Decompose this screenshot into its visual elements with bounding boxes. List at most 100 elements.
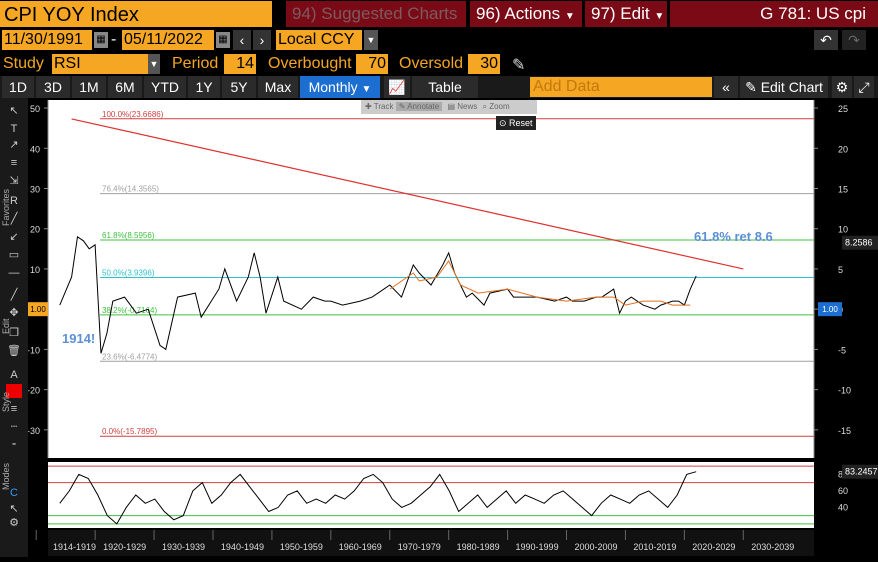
mode-c-icon[interactable]: C (10, 487, 18, 499)
period-field[interactable]: 14 (224, 54, 256, 74)
channel-icon[interactable]: ▭ (8, 249, 20, 261)
frequency-caret-icon: ▼ (361, 84, 372, 95)
left-tool-sidebar: ↖ T ↗ ≡ ⇲ R ╱ ↙ ▭ — ╱ ✥ ❐ 🗑 A ≡ ┄ ⁃ C ↖ … (0, 98, 28, 557)
reset-button[interactable]: ⊙ Reset (496, 116, 536, 130)
rsi-line (59, 471, 697, 525)
annotation-1914[interactable]: 1914! (62, 331, 95, 346)
add-data-placeholder: Add Data (533, 78, 600, 95)
redo-icon[interactable]: ↷ (842, 30, 866, 50)
brush-icon[interactable]: ╱ (10, 289, 18, 301)
frequency-select[interactable]: Monthly ▼ (300, 76, 380, 98)
mode-arrow-icon[interactable]: ↖ (9, 503, 19, 515)
x-tick-label: 1914-1919 (53, 542, 96, 552)
line-tool-icon[interactable]: ╱ (10, 213, 18, 225)
oversold-field[interactable]: 30 (468, 54, 500, 74)
actions-label: 96) Actions (476, 4, 561, 23)
left-tick-label: 40 (30, 144, 40, 154)
range-5y-button[interactable]: 5Y (222, 76, 256, 98)
undo-icon[interactable]: ↶ (814, 30, 838, 50)
copy-icon[interactable]: ❐ (9, 327, 19, 339)
overbought-field[interactable]: 70 (356, 54, 388, 74)
table-button[interactable]: Table (412, 76, 478, 98)
actions-menu[interactable]: 96) Actions ▼ (470, 1, 582, 27)
font-style-icon[interactable]: A (10, 369, 18, 381)
start-date-field[interactable]: 11/30/1991 (2, 30, 92, 50)
period-label: Period (172, 55, 219, 72)
range-1y-button[interactable]: 1Y (188, 76, 220, 98)
x-tick-label: 1970-1979 (398, 542, 441, 552)
color-swatch-icon[interactable] (6, 384, 22, 398)
next-period-button[interactable]: › (253, 30, 271, 50)
x-tick-label: 2030-2039 (751, 542, 794, 552)
left-tick-label: 20 (30, 225, 40, 235)
zero-marker-left-label: 1.00 (30, 305, 46, 314)
end-date-text: 05/11/2022 (124, 31, 203, 48)
collapse-icon[interactable]: « (714, 76, 738, 98)
mini-track-button[interactable]: ✚ Track (365, 102, 394, 111)
line-chart-icon[interactable]: 📈 (384, 76, 410, 98)
edit-menu[interactable]: 97) Edit ▼ (585, 1, 667, 27)
currency-select[interactable]: Local CCY (276, 30, 362, 50)
move-icon[interactable]: ✥ (9, 307, 19, 319)
fib-icon[interactable]: ≡ (10, 157, 18, 169)
chart-area[interactable]: 100.0%(23.6686) 76.4%(14.3565) 61.8%(8.595… (27, 98, 878, 557)
ticker-field[interactable]: CPI YOY Index (0, 1, 272, 27)
edit-label: 97) Edit (591, 4, 650, 23)
left-tick-label: 50 (30, 104, 40, 114)
x-tick-label: 2000-2009 (574, 542, 617, 552)
mini-annotate-button[interactable]: ✎ Annotate (395, 102, 443, 111)
overbought-value: 70 (368, 55, 386, 72)
cpi-series-line (59, 235, 697, 354)
mini-news-button[interactable]: ▤ News (447, 102, 478, 111)
modes-label: Modes (1, 462, 11, 490)
trend-icon[interactable]: ↗ (9, 139, 19, 151)
line-width-icon[interactable]: ≡ (10, 403, 18, 415)
dash-icon[interactable]: ⁃ (11, 439, 17, 451)
edit-caret-icon: ▼ (654, 11, 665, 22)
mini-annotate-label: Annotate (407, 102, 440, 111)
study-dropdown-icon[interactable]: ▼ (148, 54, 160, 74)
range-1d-button[interactable]: 1D (2, 76, 34, 98)
mini-news-label: News (457, 102, 478, 111)
range-max-button[interactable]: Max (258, 76, 298, 98)
r-icon[interactable]: R (10, 195, 18, 207)
frequency-text: Monthly (308, 79, 358, 95)
expand-icon[interactable]: ⤢ (854, 76, 874, 98)
mini-zoom-button[interactable]: ⌕ Zoom (482, 102, 510, 111)
end-calendar-icon[interactable]: ▦ (216, 32, 230, 48)
text-tool-icon[interactable]: T (10, 123, 18, 135)
line-style-icon[interactable]: ┄ (10, 421, 18, 433)
delete-icon[interactable]: 🗑 (7, 345, 21, 357)
start-date-text: 11/30/1991 (4, 31, 83, 48)
annotation-618-ret[interactable]: 61.8% ret 8.6 (694, 229, 773, 244)
pencil-icon[interactable]: ✎ (512, 57, 526, 74)
left-tick-label: -20 (28, 386, 40, 396)
chart-svg[interactable]: 100.0%(23.6686) 76.4%(14.3565) 61.8%(8.595… (27, 98, 878, 557)
arrow-tool-icon[interactable]: ↙ (9, 231, 19, 243)
oversold-value: 30 (480, 55, 498, 72)
hline-icon[interactable]: — (8, 267, 20, 279)
study-select[interactable]: RSI (52, 54, 148, 74)
end-date-field[interactable]: 05/11/2022 (122, 30, 214, 50)
cursor-icon[interactable]: ↖ (9, 105, 19, 117)
range-ytd-button[interactable]: YTD (144, 76, 186, 98)
left-tick-label: 10 (30, 265, 40, 275)
settings-icon[interactable]: ⚙ (832, 76, 852, 98)
prev-period-button[interactable]: ‹ (233, 30, 251, 50)
range-1m-button[interactable]: 1M (72, 76, 106, 98)
range-6m-button[interactable]: 6M (108, 76, 142, 98)
start-calendar-icon[interactable]: ▦ (94, 32, 108, 48)
edit-chart-button[interactable]: ✎ Edit Chart (740, 76, 828, 98)
x-tick-label: 1940-1949 (221, 542, 264, 552)
range-3d-button[interactable]: 3D (36, 76, 70, 98)
study-bar: Study RSI ▼ Period 14 Overbought 70 Over… (0, 52, 878, 76)
study-label: Study (3, 55, 44, 72)
fib-level-label: 0.0%(-15.7895) (102, 427, 157, 436)
rsi-tick-label: 60 (838, 486, 848, 496)
add-data-field[interactable]: Add Data (530, 77, 712, 97)
right-tick-label: 15 (838, 184, 848, 194)
currency-dropdown-icon[interactable]: ▼ (364, 30, 378, 50)
mode-gear-icon[interactable]: ⚙ (9, 517, 19, 529)
suggested-charts-button[interactable]: 94) Suggested Charts (286, 1, 466, 27)
ruler-icon[interactable]: ⇲ (9, 175, 19, 187)
